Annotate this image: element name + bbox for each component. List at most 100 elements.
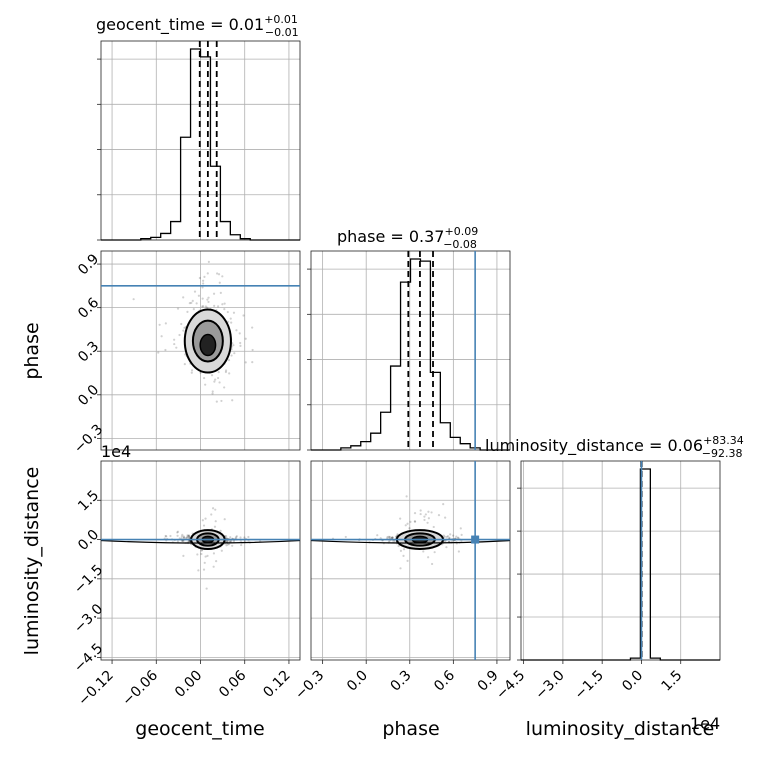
panel-geocent_time-vs-luminosity_distance-sample-point xyxy=(182,540,185,543)
panel-geocent_time-vs-luminosity_distance-contour-tail xyxy=(101,539,300,544)
panel-geocent_time-vs-luminosity_distance-sample-point xyxy=(203,561,206,564)
panel-geocent_time-vs-luminosity_distance-sample-point xyxy=(188,536,191,539)
panel-geocent_time-vs-luminosity_distance-sample-point xyxy=(210,513,213,516)
panel-geocent_time-vs-luminosity_distance-sample-point xyxy=(204,555,207,558)
panel-geocent_time-vs-phase-sample-point xyxy=(218,381,221,384)
panel-geocent_time-vs-phase-sample-point xyxy=(223,302,226,305)
panel-geocent_time-vs-luminosity_distance-sample-point xyxy=(180,535,183,538)
panel-phase-vs-luminosity_distance-sample-point xyxy=(413,520,416,523)
panel-geocent_time-vs-phase-sample-point xyxy=(226,310,229,314)
panel-geocent_time-vs-phase-sample-point xyxy=(186,310,189,313)
panel-geocent_time-vs-luminosity_distance-sample-point xyxy=(231,544,234,547)
panel-geocent_time-vs-phase-sample-point xyxy=(206,298,209,301)
panel-phase-vs-luminosity_distance-sample-point xyxy=(406,522,409,525)
panel-geocent_time-vs-luminosity_distance-sample-point xyxy=(225,535,228,538)
panel-geocent_time-vs-luminosity_distance-sample-point xyxy=(212,565,215,568)
panel-geocent_time-vs-luminosity_distance-sample-point xyxy=(228,540,231,543)
panel-geocent_time-vs-phase-samples xyxy=(132,260,254,403)
ylabel-luminosity-distance: luminosity_distance xyxy=(21,467,43,656)
panel-phase-vs-luminosity_distance-sample-point xyxy=(422,550,425,553)
panel-geocent_time-vs-phase-sample-point xyxy=(206,272,209,275)
panel-geocent_time-vs-phase-sample-point xyxy=(227,358,231,362)
panel-geocent_time-vs-luminosity_distance-sample-point xyxy=(186,534,189,537)
panel-geocent_time-vs-luminosity_distance-sample-point xyxy=(229,536,232,539)
panel-geocent_time-vs-luminosity_distance-sample-point xyxy=(200,552,203,556)
panel-geocent_time-vs-phase-sample-point xyxy=(203,376,206,380)
hist-phase-frame xyxy=(310,250,511,451)
panel-phase-vs-luminosity_distance-sample-point xyxy=(451,534,455,537)
panel-geocent_time-vs-phase-sample-point xyxy=(235,329,238,332)
panel-geocent_time-vs-luminosity_distance-sample-point xyxy=(228,543,231,546)
panel-phase-vs-luminosity_distance-sample-point xyxy=(444,516,447,519)
panel-geocent_time-vs-phase-sample-point xyxy=(164,322,167,325)
panel-geocent_time-vs-luminosity_distance-sample-point xyxy=(235,536,238,539)
panel-geocent_time-vs-phase-sample-point xyxy=(195,302,198,305)
panel-phase-vs-luminosity_distance-sample-point xyxy=(442,503,445,506)
panel-geocent_time-vs-phase-sample-point xyxy=(244,337,247,340)
panel-geocent_time-vs-luminosity_distance-sample-point xyxy=(226,543,229,546)
panel-phase-vs-luminosity_distance-sample-point xyxy=(379,537,382,540)
panel-geocent_time-vs-phase-sample-point xyxy=(175,346,178,349)
panel-geocent_time-vs-luminosity_distance-sample-point xyxy=(201,519,204,522)
panel-geocent_time-vs-phase-sample-point xyxy=(176,307,180,310)
panel-geocent_time-vs-luminosity_distance-sample-point xyxy=(176,530,180,533)
panel-phase-vs-luminosity_distance-sample-point xyxy=(459,527,462,530)
panel-geocent_time-vs-phase-sample-point xyxy=(239,341,242,345)
panel-geocent_time-vs-luminosity_distance-sample-point xyxy=(182,536,185,539)
panel-phase-vs-luminosity_distance-sample-point xyxy=(430,562,434,566)
panel-geocent_time-vs-luminosity_distance-sample-point xyxy=(186,536,190,539)
panel-phase-vs-luminosity_distance-sample-point xyxy=(408,527,411,530)
panel-geocent_time-vs-luminosity_distance-sample-point xyxy=(223,518,226,521)
panel-phase-vs-luminosity_distance-sample-point xyxy=(451,540,454,543)
panel-geocent_time-vs-phase-sample-point xyxy=(132,298,135,301)
panel-phase-vs-luminosity_distance-sample-point xyxy=(413,520,417,523)
panel-geocent_time-vs-luminosity_distance-sample-point xyxy=(185,536,188,539)
panel-phase-vs-luminosity_distance-sample-point xyxy=(445,546,448,549)
panel-phase-vs-luminosity_distance-frame xyxy=(310,460,511,661)
histogram-geocent_time xyxy=(101,48,300,241)
panel-phase-vs-luminosity_distance-sample-point xyxy=(427,556,430,559)
panel-phase-vs-luminosity_distance-sample-point xyxy=(399,549,403,552)
panel-geocent_time-vs-phase-sample-point xyxy=(224,370,228,374)
panel-geocent_time-vs-phase-sample-point xyxy=(191,299,194,302)
panel-phase-vs-luminosity_distance-sample-point xyxy=(455,535,458,538)
panel-geocent_time-vs-phase-sample-point xyxy=(203,275,206,278)
panel-geocent_time-vs-phase-sample-point xyxy=(202,282,205,285)
panel-geocent_time-vs-phase-sample-point xyxy=(232,344,235,347)
panel-geocent_time-vs-phase-sample-point xyxy=(212,292,216,295)
panel-geocent_time-vs-phase-sample-point xyxy=(207,300,210,304)
panel-geocent_time-vs-luminosity_distance-sample-point xyxy=(247,535,250,539)
panel-geocent_time-vs-phase-sample-point xyxy=(192,308,195,311)
panel-geocent_time-vs-phase-sample-point xyxy=(206,306,209,309)
panel-geocent_time-vs-phase-grid xyxy=(101,251,300,450)
panel-phase-vs-luminosity_distance-sample-point xyxy=(448,536,451,539)
panel-phase-vs-luminosity_distance-sample-point xyxy=(433,551,436,554)
panel-geocent_time-vs-phase-contour-inner xyxy=(199,333,217,357)
panel-geocent_time-vs-phase-sample-point xyxy=(202,279,205,282)
panel-geocent_time-vs-luminosity_distance-sample-point xyxy=(205,587,208,590)
panel-geocent_time-vs-luminosity_distance-sample-point xyxy=(225,544,228,547)
panel-phase-vs-luminosity_distance-sample-point xyxy=(426,521,429,524)
panel-phase-vs-luminosity_distance-sample-point xyxy=(457,536,460,539)
panel-geocent_time-vs-luminosity_distance-sample-point xyxy=(187,534,190,537)
panel-geocent_time-vs-luminosity_distance-sample-point xyxy=(212,552,216,555)
panel-geocent_time-vs-luminosity_distance-sample-point xyxy=(214,508,217,511)
panel-geocent_time-vs-phase-sample-point xyxy=(217,376,220,380)
panel-geocent_time-vs-phase-sample-point xyxy=(221,303,224,306)
panel-geocent_time-vs-phase-sample-point xyxy=(228,372,231,375)
panel-geocent_time-vs-luminosity_distance-sample-point xyxy=(213,525,217,528)
panel-geocent_time-vs-phase-sample-point xyxy=(204,383,207,386)
panel-geocent_time-vs-phase-sample-point xyxy=(221,275,224,278)
panel-geocent_time-vs-luminosity_distance-sample-point xyxy=(202,568,206,571)
panel-geocent_time-vs-phase-sample-point xyxy=(193,290,197,293)
panel-phase-vs-luminosity_distance-sample-point xyxy=(457,550,460,553)
panel-geocent_time-vs-luminosity_distance-sample-point xyxy=(243,539,246,543)
panel-geocent_time-vs-luminosity_distance-sample-point xyxy=(239,536,242,539)
panel-phase-vs-luminosity_distance-sample-point xyxy=(406,559,409,562)
panel-geocent_time-vs-luminosity_distance-sample-point xyxy=(214,520,217,523)
hist-phase-grid xyxy=(311,251,510,450)
panel-phase-vs-luminosity_distance-sample-point xyxy=(402,548,406,551)
panel-geocent_time-vs-phase-sample-point xyxy=(244,361,247,364)
panel-geocent_time-vs-phase-sample-point xyxy=(198,276,201,280)
